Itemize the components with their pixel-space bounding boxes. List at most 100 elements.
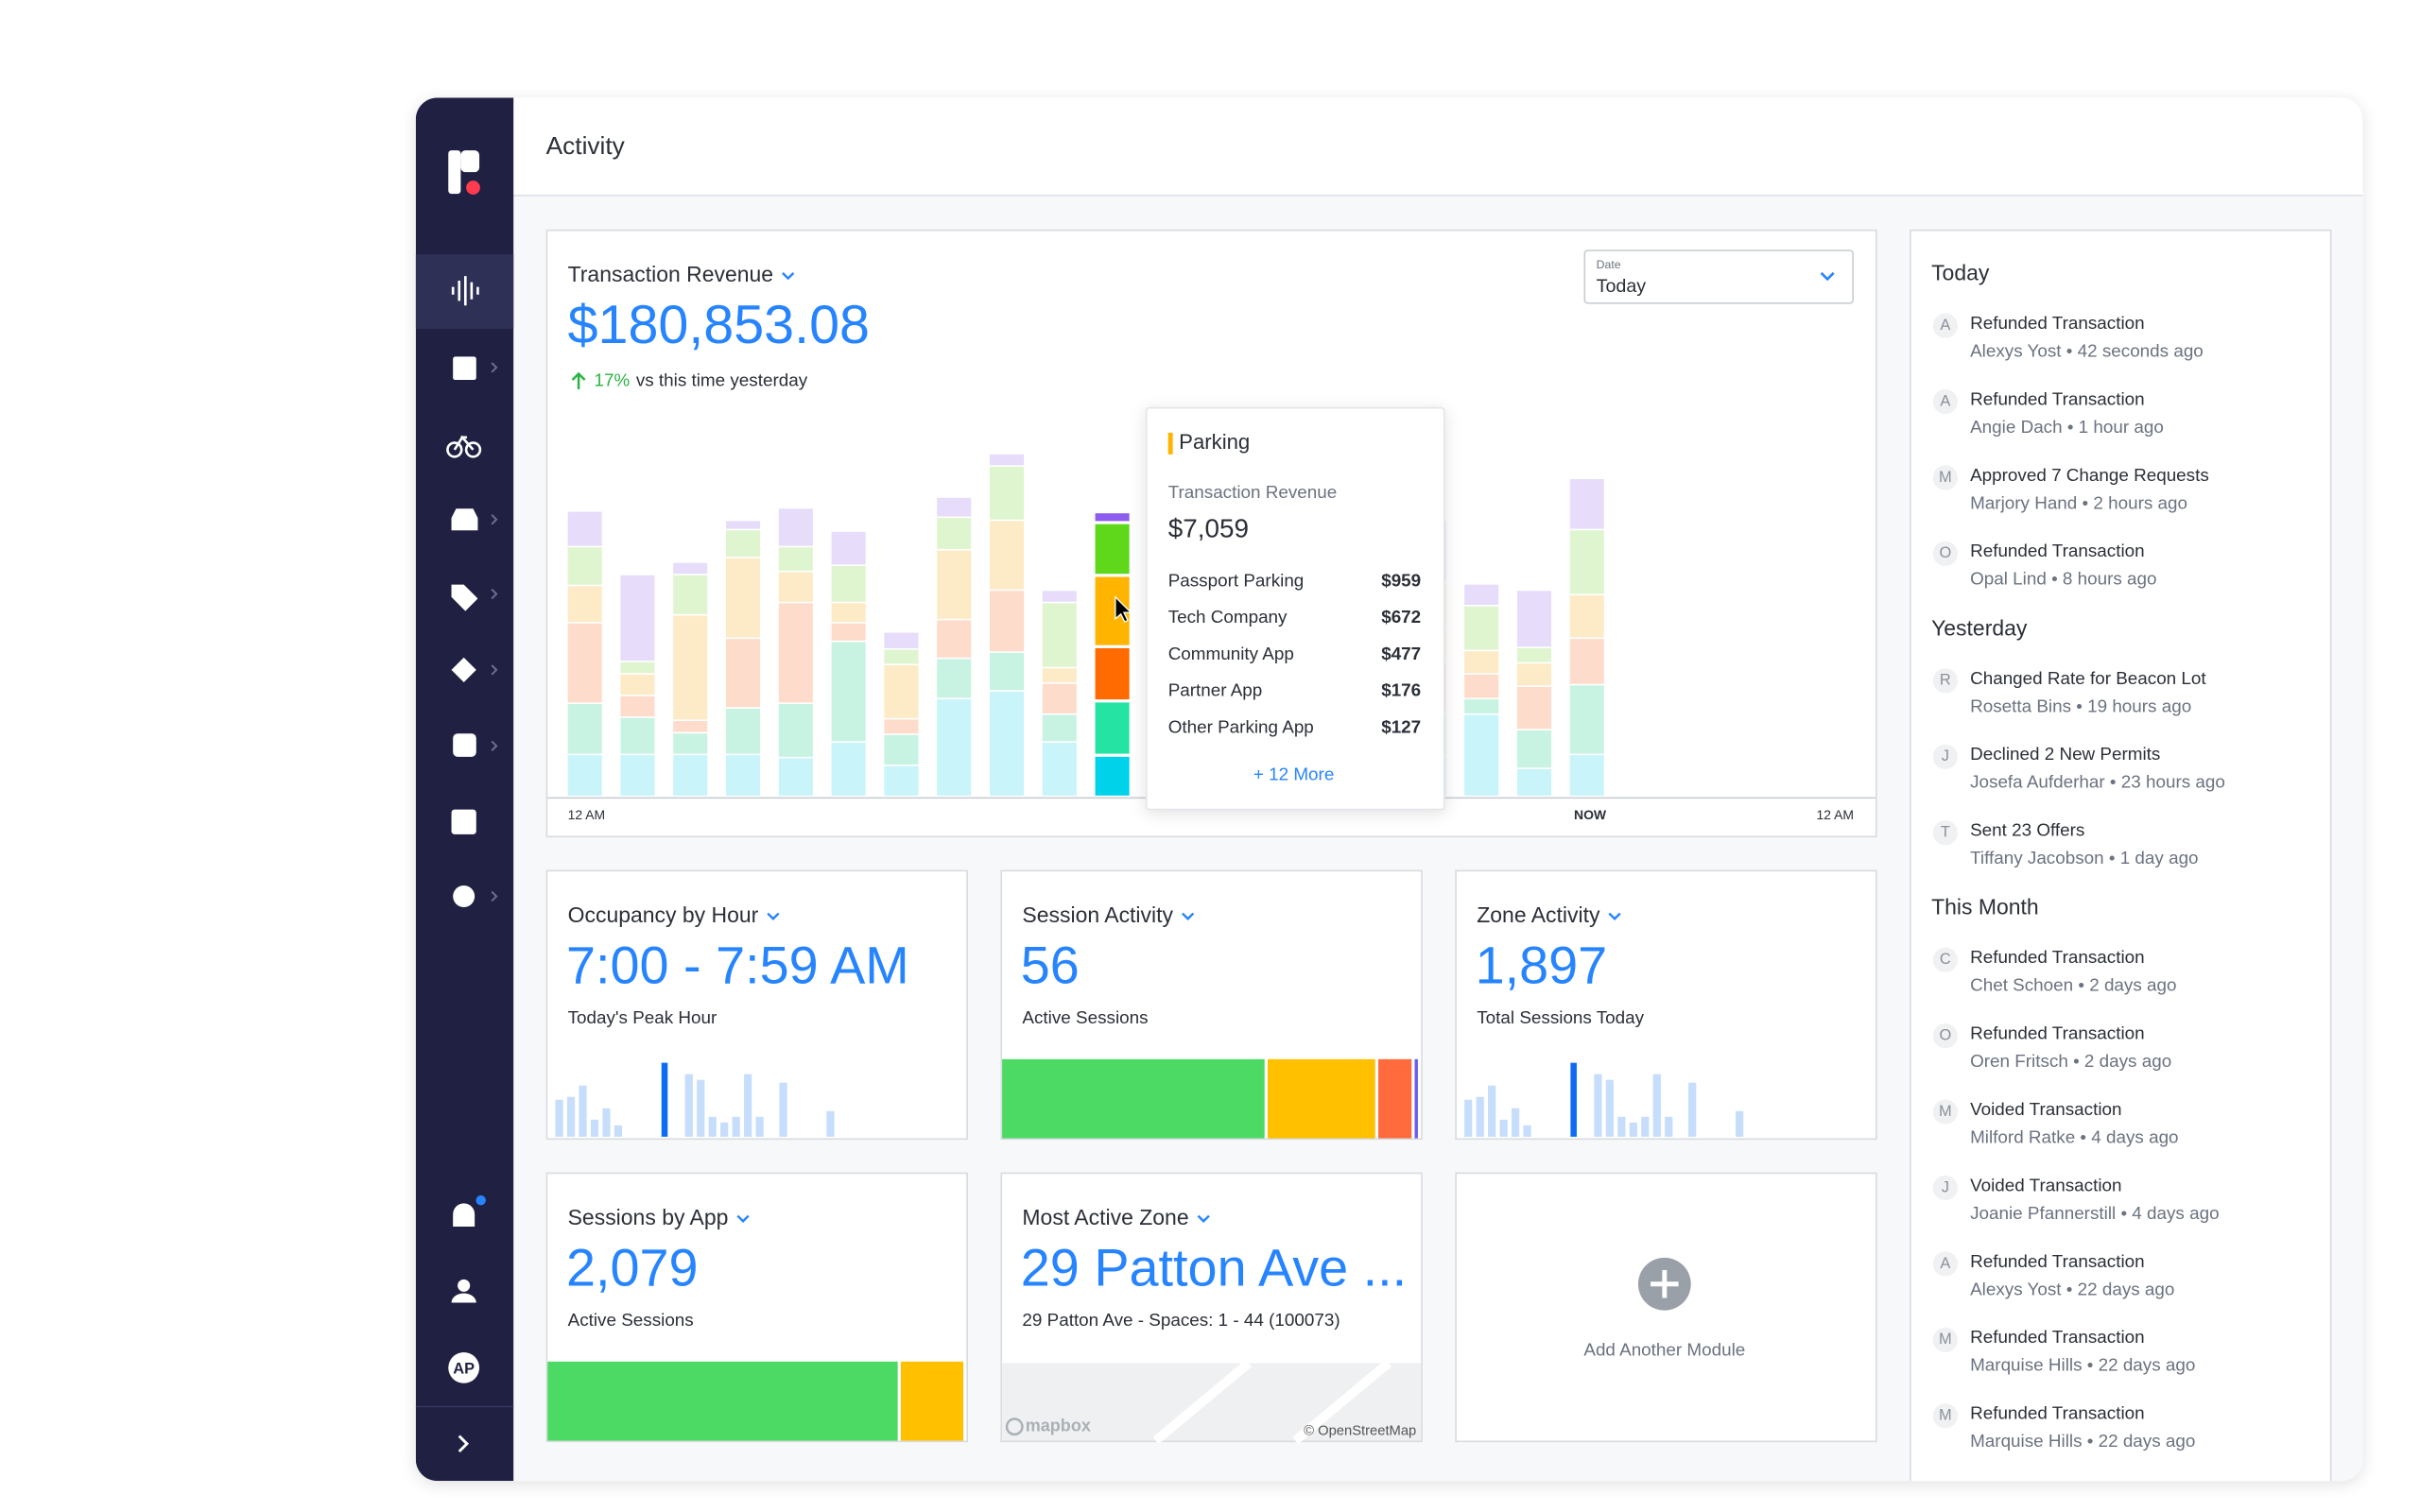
- feed-avatar: [1932, 465, 1958, 490]
- revenue-bar-segment: [1516, 730, 1552, 768]
- spark-bar: [826, 1110, 835, 1137]
- feed-item-title[interactable]: Refunded Transaction: [1970, 541, 2145, 560]
- feed-item-sub: Oren Fritsch • 2 days ago: [1970, 1051, 2171, 1071]
- spark-bar: [708, 1116, 717, 1137]
- feed-item-title[interactable]: Refunded Transaction: [1970, 947, 2145, 967]
- expand-icon[interactable]: [458, 1435, 470, 1453]
- tooltip-row-name: Other Parking App: [1168, 716, 1314, 736]
- notification-dot: [475, 1194, 486, 1206]
- feed-item-sub: Joanie Pfannerstill • 4 days ago: [1970, 1203, 2219, 1223]
- revenue-bar-segment: [884, 719, 919, 734]
- title-chevron: [1608, 912, 1621, 921]
- feed-item-sub: Marjory Hand • 2 hours ago: [1970, 492, 2187, 512]
- spark-bar: [1665, 1116, 1673, 1137]
- module-subtitle: Total Sessions Today: [1477, 1007, 1644, 1027]
- feed-item-title[interactable]: Refunded Transaction: [1970, 313, 2145, 333]
- feed-initial: T: [1941, 824, 1950, 841]
- revenue-bar-segment: [778, 572, 813, 602]
- tooltip-swatch: [1167, 432, 1173, 455]
- revenue-bar-segment: [726, 639, 761, 708]
- feed-initial: O: [1939, 1027, 1951, 1044]
- revenue-bar-segment: [673, 562, 708, 575]
- feed-item-title[interactable]: Refunded Transaction: [1970, 388, 2145, 408]
- date-value: Today: [1597, 276, 1647, 297]
- revenue-bar-segment: [567, 511, 602, 546]
- revenue-bar-segment: [567, 547, 602, 585]
- feed-initial: R: [1940, 672, 1951, 689]
- revenue-bar-segment: [1042, 668, 1077, 683]
- feed-item-title[interactable]: Voided Transaction: [1970, 1099, 2121, 1119]
- spark-bar: [579, 1085, 587, 1137]
- revenue-bar-segment: [1464, 674, 1499, 698]
- logo: [448, 150, 480, 195]
- feed-item-title[interactable]: Refunded Transaction: [1970, 1403, 2145, 1423]
- revenue-bar-segment: [989, 521, 1025, 590]
- feed-item-title[interactable]: Voided Transaction: [1970, 1175, 2121, 1194]
- avatar-initials[interactable]: AP: [453, 1360, 475, 1377]
- date-select[interactable]: [1583, 249, 1855, 304]
- revenue-bar-segment: [673, 615, 708, 720]
- module-title[interactable]: Zone Activity: [1477, 902, 1600, 927]
- feed-initial: M: [1939, 1331, 1952, 1348]
- revenue-bar-segment: [1516, 647, 1552, 662]
- revenue-bar-segment: [831, 565, 866, 602]
- tooltip-metric: Transaction Revenue: [1168, 482, 1338, 502]
- module-title[interactable]: Sessions by App: [568, 1205, 729, 1229]
- feed-item-title[interactable]: Declined 2 New Permits: [1970, 744, 2160, 764]
- feed-item-sub: Marquise Hills • 22 days ago: [1970, 1431, 2195, 1451]
- title-chevron: [736, 1214, 750, 1224]
- tooltip-more[interactable]: + 12 More: [1253, 764, 1334, 783]
- add-module-label[interactable]: Add Another Module: [1583, 1339, 1745, 1359]
- feed-initial: M: [1939, 1103, 1952, 1120]
- revenue-bar-segment: [1042, 603, 1077, 667]
- module-title[interactable]: Session Activity: [1022, 902, 1173, 927]
- revenue-bar-segment: [778, 704, 813, 757]
- stack-segment: [1267, 1058, 1375, 1139]
- spark-bar: [1464, 1099, 1473, 1137]
- nav-icons[interactable]: [446, 276, 482, 1383]
- feed-item-sub: Tiffany Jacobson • 1 day ago: [1970, 848, 2198, 868]
- module-value: 29 Patton Ave ...: [1021, 1237, 1407, 1297]
- revenue-change-text: vs this time yesterday: [636, 370, 808, 390]
- feed-item-title[interactable]: Refunded Transaction: [1970, 1327, 2145, 1347]
- module-title[interactable]: Occupancy by Hour: [568, 902, 759, 927]
- feed-item-sub: Milford Ratke • 4 days ago: [1970, 1126, 2178, 1146]
- revenue-bar-segment: [673, 575, 708, 614]
- date-chevron: [1820, 271, 1835, 282]
- feed-item-sub: Chet Schoen • 2 days ago: [1970, 975, 2176, 995]
- tooltip-row-value: $959: [1381, 570, 1421, 590]
- map-road: [1152, 1359, 1392, 1445]
- revenue-bar-segment: [937, 620, 972, 658]
- module-subtitle: 29 Patton Ave - Spaces: 1 - 44 (100073): [1022, 1310, 1340, 1330]
- feed-item-sub: Opal Lind • 8 hours ago: [1970, 569, 2156, 589]
- feed-initial: O: [1939, 544, 1951, 561]
- feed-initial: J: [1942, 1178, 1949, 1195]
- spark-bar: [1735, 1110, 1744, 1137]
- feed-item-title[interactable]: Approved 7 Change Requests: [1970, 465, 2209, 485]
- module-subtitle: Active Sessions: [568, 1310, 694, 1330]
- header-bar: [513, 97, 2363, 196]
- feed-item-title[interactable]: Refunded Transaction: [1970, 1023, 2145, 1043]
- revenue-bar-segment: [884, 632, 919, 648]
- revenue-bar-segment: [884, 649, 919, 664]
- feed-item-title[interactable]: Changed Rate for Beacon Lot: [1970, 668, 2206, 688]
- stack-segment: [1002, 1058, 1265, 1139]
- spark-bar: [1617, 1116, 1626, 1137]
- spark-bar: [1499, 1119, 1508, 1137]
- feed-item-title[interactable]: Sent 23 Offers: [1970, 820, 2084, 840]
- revenue-bar-segment: [884, 734, 919, 765]
- feed-item-title[interactable]: Refunded Transaction: [1970, 1251, 2145, 1271]
- revenue-bar-segment: [1464, 606, 1499, 650]
- revenue-title[interactable]: Transaction Revenue: [568, 262, 773, 286]
- feed-initial: A: [1940, 392, 1950, 409]
- feed-avatar: [1932, 1175, 1958, 1201]
- revenue-bar-segment: [831, 531, 866, 565]
- module-title[interactable]: Most Active Zone: [1022, 1205, 1188, 1229]
- revenue-total: $180,853.08: [568, 295, 870, 355]
- revenue-bar-segment: [989, 466, 1025, 520]
- revenue-bar-segment: [778, 508, 813, 546]
- revenue-bar-segment: [831, 743, 866, 796]
- feed-avatar: [1932, 1251, 1958, 1277]
- spark-bar: [590, 1119, 599, 1137]
